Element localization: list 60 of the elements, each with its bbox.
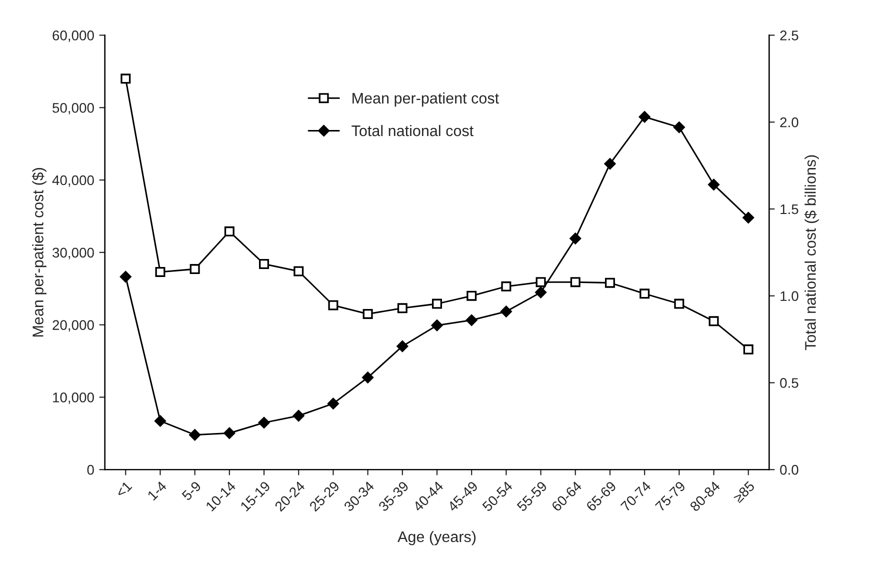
point (674, 298, 684, 309)
point (259, 258, 270, 269)
point (189, 429, 201, 441)
point (327, 398, 339, 410)
point (397, 303, 408, 314)
point (638, 111, 650, 123)
point (396, 340, 408, 352)
point (432, 298, 442, 309)
x-tick-label: ≥85 (732, 480, 756, 504)
y2-tick-label: 0.0 (780, 464, 798, 475)
y2-tick-label: 2.0 (780, 117, 798, 128)
y-tick-label: 20,000 (52, 320, 94, 332)
point (501, 281, 512, 292)
x-tick-label: <1 (115, 480, 132, 498)
point (570, 277, 580, 288)
point (294, 266, 304, 276)
y-tick-label: 0 (87, 464, 94, 475)
y2-tick-label: 2.5 (780, 30, 798, 40)
point (224, 226, 234, 236)
x-axis-title: Age (years) (398, 530, 476, 546)
point (258, 416, 270, 428)
point (640, 288, 650, 299)
legend-label: Total national cost (352, 124, 474, 136)
y-tick-label: 60,000 (52, 30, 94, 42)
point (743, 344, 754, 354)
point (328, 300, 338, 310)
point (190, 264, 200, 274)
point (570, 232, 582, 244)
point (535, 286, 547, 298)
point (154, 415, 166, 427)
y-tick-label: 10,000 (53, 392, 94, 404)
point (431, 320, 443, 332)
point (708, 316, 719, 326)
point (292, 410, 304, 422)
y2-tick-label: 1.0 (780, 291, 798, 302)
x-tick-label: 5-9 (181, 480, 202, 502)
y-axis-title: Mean per-patient cost ($) (32, 168, 46, 336)
point (604, 158, 616, 170)
y2-tick-label: 1.5 (780, 204, 798, 214)
point (362, 308, 373, 319)
y-tick-label: 30,000 (52, 248, 94, 260)
point (120, 270, 132, 282)
point (742, 212, 754, 224)
point (362, 372, 374, 384)
point (536, 277, 546, 288)
point (155, 266, 166, 277)
point (673, 122, 685, 134)
y-tick-label: 50,000 (52, 102, 94, 114)
x-tick-label: 1-4 (147, 480, 168, 501)
point (466, 314, 478, 326)
point (224, 427, 236, 439)
point (466, 290, 477, 301)
y2-tick-label: 0.5 (780, 378, 798, 388)
point (604, 278, 615, 288)
y2-axis-title: Total national cost ($ billions) (804, 155, 819, 350)
point (500, 306, 512, 318)
point (120, 74, 131, 84)
legend-label: Mean per-patient cost (352, 92, 499, 107)
point (708, 178, 720, 190)
y-tick-label: 40,000 (52, 175, 94, 187)
